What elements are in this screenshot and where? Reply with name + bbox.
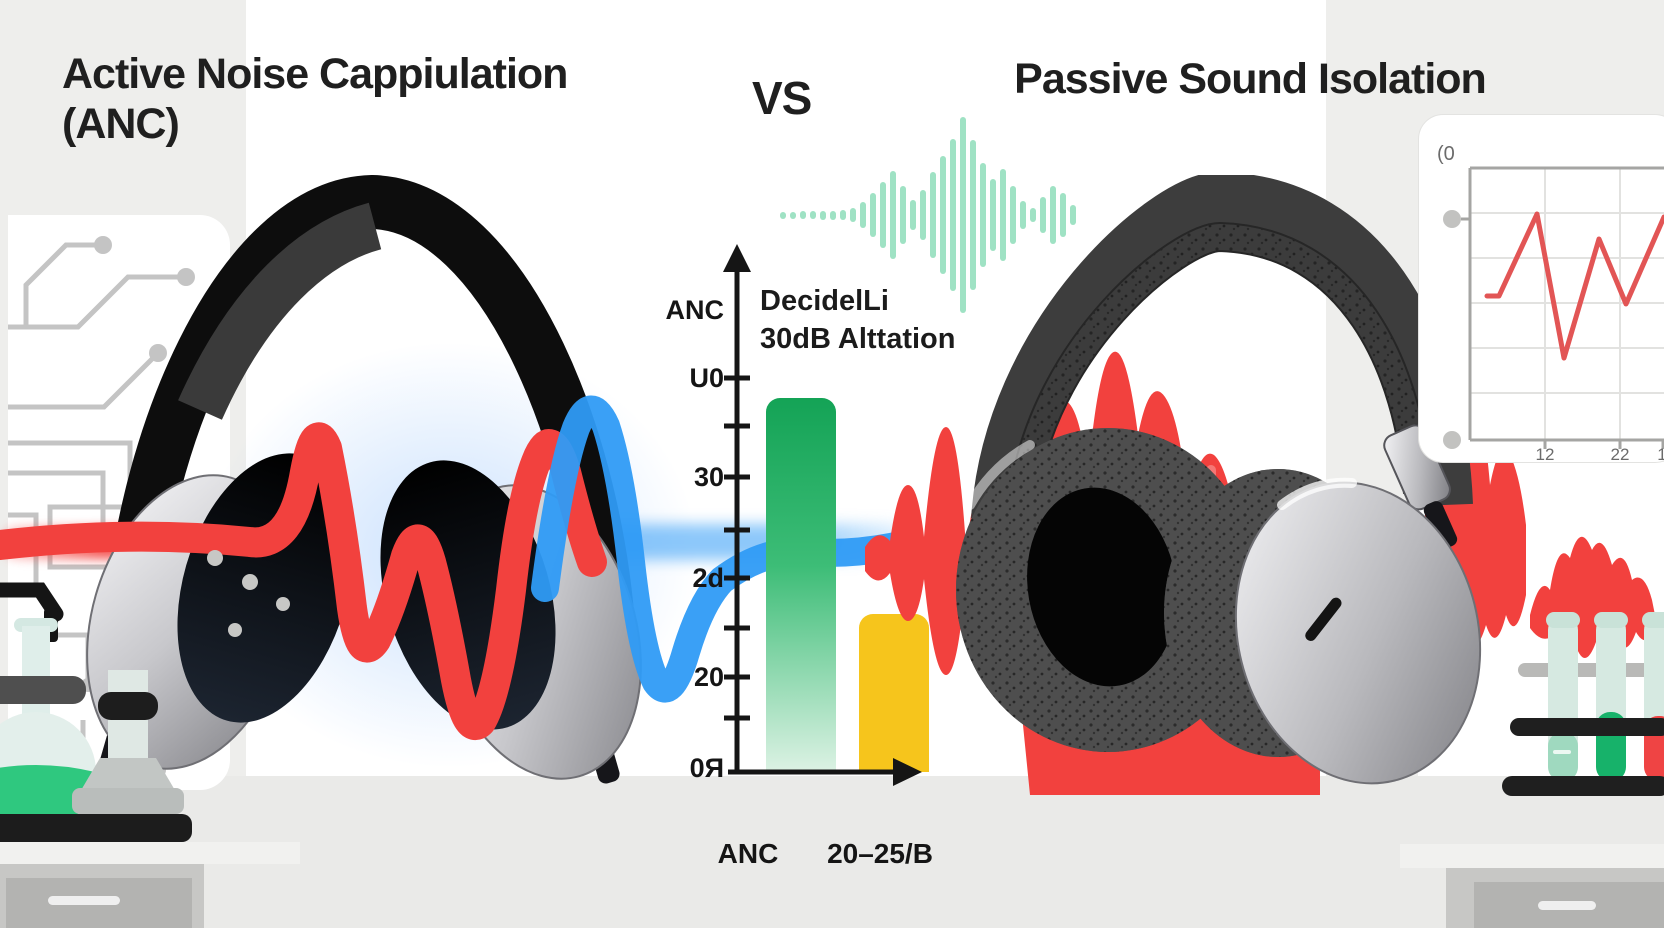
chart-annotation: DecidelLi 30dB Alttation [760,283,955,358]
waveform-bar [820,210,826,220]
waveform-bar [830,210,836,220]
y-axis-label: 20 [693,662,724,692]
drawer-handle [48,896,120,905]
waveform-bar [850,208,856,222]
mini-chart-x-label: 12 [1535,445,1555,464]
chart-annotation-line1: DecidelLi [760,285,889,317]
x-axis-label: 20–25/B [827,838,933,869]
waveform-bar [810,211,816,219]
bench-slab [0,814,192,842]
ear-cup-right [1164,469,1482,785]
burner-icon [72,670,184,814]
title-passive: Passive Sound Isolation [1014,55,1487,103]
bar-anc [766,398,836,772]
waveform-bar [1040,197,1046,233]
drawer-handle [1538,901,1596,910]
mini-line-chart [1443,166,1664,449]
waveform-bar [1000,169,1006,261]
y-axis-arrow [723,244,751,272]
y-axis-label: 0Я [689,753,724,783]
sound-wave-red-icon [0,422,607,740]
mini-chart-line [1484,211,1664,361]
test-tube-1 [1546,612,1580,781]
rack-rail-top [1518,663,1664,677]
waveform-bar [800,211,806,219]
bench-top [1400,844,1664,868]
audio-waveform-icon [780,110,1090,320]
mini-chart-x-label: 1 [1657,445,1664,464]
mini-chart-panel: (0 12 22 1 [1419,115,1664,464]
waveform-bar [1020,201,1026,229]
waveform-bar [1030,208,1036,222]
flask-icon [0,618,96,832]
waveform-bar [780,211,786,219]
waveform-bar [790,211,796,219]
waveform-bar [950,139,956,291]
waveform-bar [870,193,876,237]
y-axis-label: U0 [689,363,724,393]
circuit-spill [207,550,290,637]
waveform-bar [900,186,906,244]
bar-chart-axis [723,244,922,786]
x-axis-arrow [893,758,922,786]
waveform-bar [970,140,976,290]
waveform-bar [1050,186,1056,244]
waveform-bar [960,117,966,313]
x-axis-label: ANC [717,838,779,869]
y-axis-label: 30 [693,462,724,492]
headband [971,175,1473,523]
vs-label: VS [752,72,812,124]
waveform-bar [1070,205,1076,225]
test-tube-2 [1594,612,1628,781]
waveform-bar [1060,193,1066,237]
bench-top [0,842,300,864]
waveform-bar [880,182,886,248]
mini-chart-x-label: 22 [1610,445,1630,464]
rack-rail-base [1502,776,1664,796]
waveform-bar [980,163,986,267]
lab-bench-left [0,550,300,928]
waveform-bar [940,156,946,274]
waveform-bar [930,172,936,258]
waveform-bar [920,190,926,240]
waveform-bar [840,210,846,220]
lab-bench-right [1400,536,1664,928]
waveform-bar [1010,186,1016,244]
title-anc: Active Noise Cappiulation (ANC) [62,50,568,148]
rack-rail-mid [1510,718,1664,736]
mini-chart-corner-label: (0 [1437,143,1455,165]
test-tube-3 [1642,612,1664,781]
waveform-bar [990,179,996,251]
waveform-bar [910,200,916,230]
chart-annotation-line2: 30dB Alttation [760,322,956,355]
y-axis-label: ANC [665,295,725,325]
waveform-bar [860,202,866,228]
bar-passive [859,614,929,772]
y-axis-label: 2d [692,563,724,593]
waveform-bar [890,171,896,259]
